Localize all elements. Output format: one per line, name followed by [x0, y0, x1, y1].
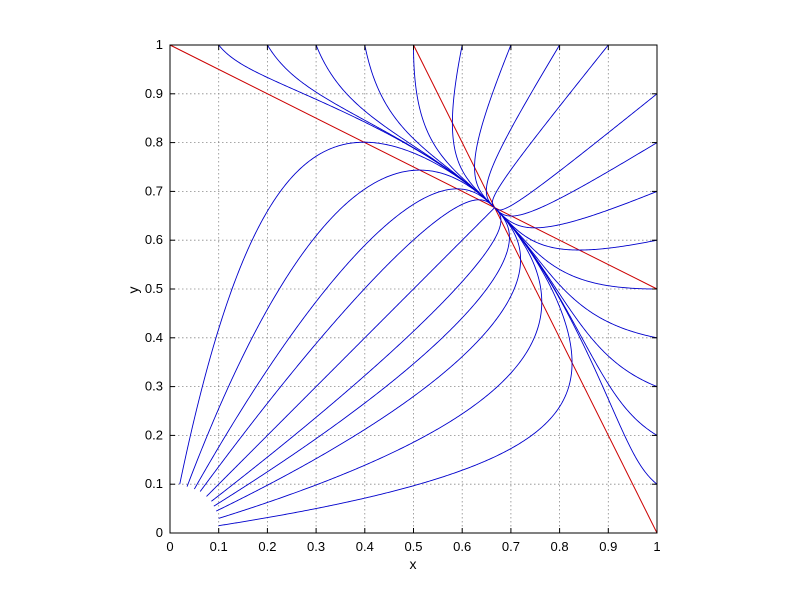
- trajectory-line: [494, 207, 658, 251]
- nullcline-line: [413, 44, 658, 534]
- x-tick-label: 0: [166, 539, 173, 554]
- y-tick-label: 1: [156, 37, 163, 52]
- trajectory-line: [494, 93, 658, 211]
- x-tick-label: 0.2: [258, 539, 276, 554]
- axis-ticks: [169, 44, 658, 534]
- x-axis-label: x: [410, 556, 417, 572]
- trajectory-line: [216, 207, 522, 512]
- y-tick-label: 0.7: [145, 183, 163, 198]
- trajectory-line: [193, 188, 495, 490]
- y-tick-labels: 0 0.1 0.2 0.3 0.4 0.5 0.6 0.7 0.8 0.9 1: [145, 37, 163, 540]
- trajectories: [179, 44, 658, 527]
- trajectory-line: [364, 44, 495, 208]
- trajectory-line: [218, 44, 495, 208]
- trajectory-line: [413, 45, 495, 208]
- trajectory-line: [267, 44, 495, 208]
- trajectory-line: [491, 44, 609, 208]
- trajectory-line: [485, 44, 560, 208]
- trajectory-line: [186, 169, 495, 487]
- y-tick-label: 0.8: [145, 135, 163, 150]
- y-tick-label: 0.4: [145, 330, 163, 345]
- trajectory-line: [474, 44, 512, 208]
- x-tick-label: 0.3: [307, 539, 325, 554]
- y-tick-label: 0.6: [145, 232, 163, 247]
- y-tick-label: 0: [156, 525, 163, 540]
- x-tick-label: 0.5: [404, 539, 422, 554]
- x-tick-label: 0.4: [356, 539, 374, 554]
- x-tick-label: 0.8: [551, 539, 569, 554]
- trajectory-line: [494, 142, 658, 217]
- x-tick-label: 0.6: [453, 539, 471, 554]
- nullclines: [169, 44, 658, 534]
- y-tick-label: 0.5: [145, 281, 163, 296]
- y-tick-label: 0.1: [145, 476, 163, 491]
- y-axis-label: y: [125, 287, 141, 294]
- x-tick-label: 0.9: [599, 539, 617, 554]
- trajectory-line: [494, 207, 658, 436]
- grid: [170, 45, 657, 533]
- trajectory-line: [199, 199, 495, 492]
- trajectory-line: [213, 207, 510, 507]
- trajectory-line: [206, 207, 495, 497]
- y-tick-label: 0.9: [145, 86, 163, 101]
- x-tick-label: 1: [653, 539, 660, 554]
- trajectory-line: [495, 190, 658, 229]
- trajectory-line: [494, 207, 658, 485]
- x-tick-label: 0.7: [502, 539, 520, 554]
- nullcline-line: [169, 44, 658, 290]
- trajectory-line: [211, 207, 502, 502]
- trajectory-line: [218, 207, 573, 527]
- trajectory-line: [218, 207, 543, 519]
- x-tick-labels: 0 0.1 0.2 0.3 0.4 0.5 0.6 0.7 0.8 0.9 1: [166, 539, 660, 554]
- trajectory-line: [179, 141, 495, 485]
- trajectory-line: [451, 44, 495, 208]
- y-tick-label: 0.3: [145, 379, 163, 394]
- x-tick-label: 0.1: [210, 539, 228, 554]
- y-tick-label: 0.2: [145, 427, 163, 442]
